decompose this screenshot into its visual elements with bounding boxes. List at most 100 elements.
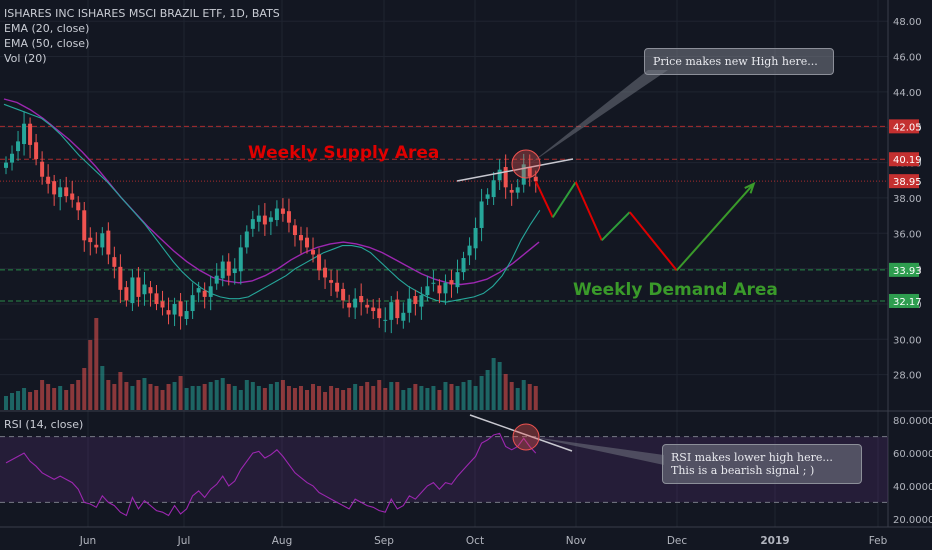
candle-body [94,244,99,248]
volume-bar [413,384,418,410]
volume-bar [202,384,207,410]
rsi-tick-label: 60.0000 [893,449,932,460]
volume-bar [52,388,57,410]
candle-body [305,237,309,248]
price-tick-label: 28.00 [893,371,922,382]
candle [467,237,472,266]
candle [238,234,243,285]
legend-volume[interactable]: Vol (20) [4,52,47,65]
candle-body [395,299,400,319]
candle [329,269,334,297]
volume-bar [250,382,255,410]
time-tick-label: Feb [869,535,888,547]
candle-body [353,298,358,308]
candle [154,285,159,311]
candle [359,283,364,316]
rsi-legend[interactable]: RSI (14, close) [4,418,84,431]
candle [286,198,291,233]
volume-bar [100,366,105,410]
candle [395,291,400,325]
candle-body [154,293,159,304]
rsi-trendline [469,414,573,452]
volume-bar [76,380,81,410]
candle-body [256,215,261,222]
candle [341,282,346,309]
volume-bar [118,372,123,410]
candle [419,286,424,320]
volume-bar [190,386,195,410]
volume-bar [425,388,430,410]
price-tick-label: 30.00 [893,335,922,346]
volume-bar [232,386,237,410]
price-tick-label: 48.00 [893,17,922,28]
symbol-title[interactable]: ISHARES INC ISHARES MSCI BRAZIL ETF, 1D,… [4,7,280,20]
rsi-callout-pointer [533,437,664,465]
volume-bar [305,390,309,410]
rsi-callout[interactable]: RSI makes lower high here... This is a b… [662,444,862,484]
candle-body [22,123,27,145]
candle [298,226,303,254]
candle-body [286,211,291,223]
candle [16,130,21,161]
candle-body [527,167,532,177]
candle [94,232,99,254]
volume-bar [371,386,376,410]
volume-bar [172,382,177,410]
candle-body [383,319,388,321]
candle-body [479,201,484,228]
candle-body [407,298,412,313]
candle [118,254,123,304]
candle-body [449,280,454,285]
candle [40,151,45,185]
volume-bar [130,386,135,410]
time-tick-label: Aug [272,535,293,547]
volume-bar [160,390,165,410]
candle-body [292,225,297,236]
candle-body [509,189,514,193]
candle-body [467,245,472,256]
time-tick-label: Sep [374,535,394,547]
candle-body [100,233,105,248]
candle-body [341,288,346,301]
candle [431,270,436,292]
candle [136,267,141,307]
volume-bar [527,384,532,410]
candle [383,307,388,333]
volume-bar [106,380,111,410]
rsi-line [5,432,537,517]
volume-bar [401,390,406,410]
candle [365,298,370,314]
volume-bar [347,388,352,410]
candle [88,227,93,256]
candle [305,227,309,254]
candle-body [298,235,303,241]
volume-bar [443,382,448,410]
volume-bar [46,384,51,410]
projection-segment [628,211,678,272]
volume-bar [280,380,285,410]
volume-bar [353,384,358,410]
volume-bar [473,386,478,410]
legend-ema20[interactable]: EMA (20, close) [4,22,90,35]
candle-body [473,227,478,249]
candle [34,133,39,166]
candle-body [130,277,135,304]
candle [124,280,129,307]
level-badge [889,174,919,189]
volume-bar [485,370,490,410]
candle-body [425,286,430,296]
candle-body [377,308,382,319]
projection-segment [601,211,631,242]
volume-bar [268,384,273,410]
candle-body [184,311,189,319]
price-high-callout[interactable]: Price makes new High here... [644,48,834,75]
projection-segment [574,181,603,241]
volume-bar [335,388,340,410]
legend-ema50[interactable]: EMA (50, close) [4,37,90,50]
candle-body [136,277,141,297]
volume-bar [196,386,201,410]
level-badge [889,293,919,308]
level-badge [889,152,919,167]
time-tick-label: Oct [466,535,484,547]
volume-bar [515,388,520,410]
